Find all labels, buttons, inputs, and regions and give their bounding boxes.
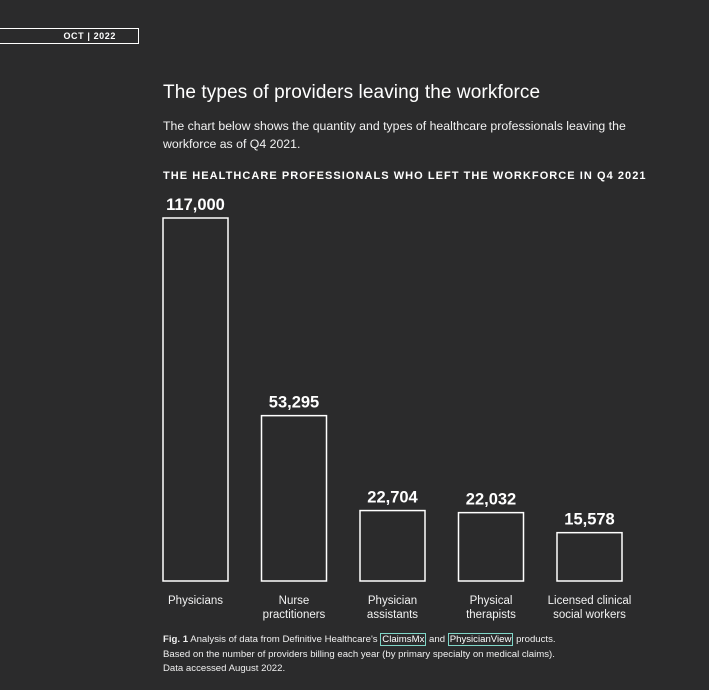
category-label-4: Licensed clinical social workers bbox=[548, 595, 632, 621]
bar-value-label-0: 117,000 bbox=[166, 196, 225, 214]
category-label-2: Physician assistants bbox=[367, 595, 418, 621]
category-label-1: Nurse practitioners bbox=[263, 595, 326, 621]
caption-text-after: products. bbox=[513, 634, 556, 645]
bar-value-label-4: 15,578 bbox=[564, 511, 614, 529]
bar-value-label-2: 22,704 bbox=[367, 489, 418, 507]
caption-line-3: Data accessed August 2022. bbox=[163, 663, 286, 674]
caption-text-between: and bbox=[426, 634, 448, 645]
page-description: The chart below shows the quantity and t… bbox=[163, 119, 626, 151]
caption-line-1: Fig. 1 Analysis of data from Definitive … bbox=[163, 633, 643, 648]
category-label-0: Physicians bbox=[168, 595, 223, 607]
date-badge-label: OCT | 2022 bbox=[63, 31, 116, 41]
caption-text-before: Analysis of data from Definitive Healthc… bbox=[188, 634, 381, 645]
bar-4 bbox=[556, 531, 623, 582]
date-badge: OCT | 2022 bbox=[0, 28, 139, 44]
category-label-3: Physical therapists bbox=[466, 595, 516, 621]
bar-value-label-3: 22,032 bbox=[466, 491, 516, 509]
bar-chart: 117,000 Physicians 53,295 Nurse practitioner… bbox=[162, 196, 632, 621]
figure-label: Fig. 1 bbox=[163, 634, 189, 645]
page-title: The types of providers leaving the workf… bbox=[163, 82, 541, 103]
physicianview-link[interactable]: PhysicianView bbox=[447, 633, 514, 646]
chart-title: THE HEALTHCARE PROFESSIONALS WHO LEFT TH… bbox=[163, 170, 647, 182]
bar-value-label-1: 53,295 bbox=[269, 394, 319, 412]
caption-line-2: Based on the number of providers billing… bbox=[163, 648, 555, 660]
bar-3 bbox=[457, 511, 525, 582]
bar-1 bbox=[260, 414, 328, 582]
bar-0 bbox=[162, 217, 229, 582]
claimsmx-link[interactable]: ClaimsMx bbox=[380, 633, 427, 646]
bar-2 bbox=[359, 509, 426, 582]
figure-caption: Fig. 1 Analysis of data from Definitive … bbox=[163, 633, 643, 677]
right-edge-divider bbox=[709, 0, 711, 690]
